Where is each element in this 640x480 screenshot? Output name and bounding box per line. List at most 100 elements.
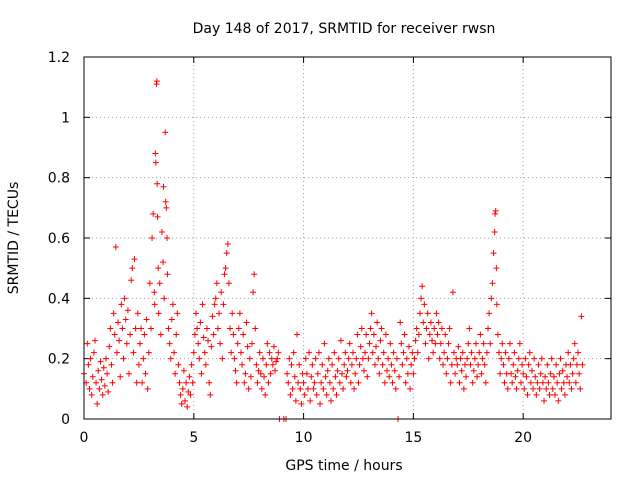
data-point bbox=[217, 340, 224, 347]
data-point bbox=[297, 385, 304, 392]
data-point bbox=[253, 361, 260, 368]
data-point bbox=[351, 385, 358, 392]
data-point bbox=[544, 361, 551, 368]
data-point bbox=[131, 256, 138, 263]
data-point bbox=[409, 349, 416, 356]
data-point bbox=[86, 385, 93, 392]
y-tick-label: 0 bbox=[61, 412, 70, 428]
data-point bbox=[336, 379, 343, 386]
data-point bbox=[257, 370, 264, 377]
data-point bbox=[284, 370, 291, 377]
data-point bbox=[410, 370, 417, 377]
data-point bbox=[465, 340, 472, 347]
data-point bbox=[197, 319, 204, 326]
data-point bbox=[263, 361, 270, 368]
data-point bbox=[349, 349, 356, 356]
data-point bbox=[425, 355, 432, 362]
data-point bbox=[285, 379, 292, 386]
data-point bbox=[216, 310, 223, 317]
data-point bbox=[140, 355, 147, 362]
data-point bbox=[130, 349, 137, 356]
data-point bbox=[437, 340, 444, 347]
data-point bbox=[296, 361, 303, 368]
data-point bbox=[546, 391, 553, 398]
data-point bbox=[162, 198, 169, 205]
data-point bbox=[244, 343, 251, 350]
data-point bbox=[332, 373, 339, 380]
data-point bbox=[323, 391, 330, 398]
data-point bbox=[88, 391, 95, 398]
data-point bbox=[405, 343, 412, 350]
data-point bbox=[431, 325, 438, 332]
data-point bbox=[202, 361, 209, 368]
data-point bbox=[400, 349, 407, 356]
data-point bbox=[491, 228, 498, 235]
data-point bbox=[488, 295, 495, 302]
data-point bbox=[95, 367, 102, 374]
data-point bbox=[447, 379, 454, 386]
data-point bbox=[238, 349, 245, 356]
data-point bbox=[414, 349, 421, 356]
data-point bbox=[156, 280, 163, 287]
data-point bbox=[172, 370, 179, 377]
data-point bbox=[313, 391, 320, 398]
data-point bbox=[164, 235, 171, 241]
data-point bbox=[319, 361, 326, 368]
data-point bbox=[182, 397, 189, 404]
data-point bbox=[527, 379, 534, 386]
data-point bbox=[324, 367, 331, 374]
data-point bbox=[382, 331, 389, 338]
data-point bbox=[566, 379, 573, 386]
data-point bbox=[393, 355, 400, 362]
data-point bbox=[311, 379, 318, 386]
data-point bbox=[322, 373, 329, 380]
data-point bbox=[535, 361, 542, 368]
data-point bbox=[522, 355, 529, 362]
data-point bbox=[548, 355, 555, 362]
data-point bbox=[547, 370, 554, 377]
data-point bbox=[506, 340, 513, 347]
data-point bbox=[275, 349, 282, 356]
data-point bbox=[553, 361, 560, 368]
data-point bbox=[94, 400, 101, 407]
data-point bbox=[234, 340, 241, 347]
data-point bbox=[573, 361, 580, 368]
data-point bbox=[420, 319, 427, 326]
data-point bbox=[532, 373, 539, 380]
data-point bbox=[373, 343, 380, 350]
y-axis-label: SRMTID / TECUs bbox=[6, 182, 22, 295]
data-point bbox=[134, 310, 141, 317]
data-point bbox=[186, 373, 193, 380]
data-point bbox=[301, 391, 308, 398]
data-point bbox=[482, 379, 489, 386]
data-point bbox=[219, 355, 226, 362]
data-point bbox=[374, 319, 381, 326]
data-point bbox=[444, 355, 451, 362]
data-point bbox=[543, 385, 550, 392]
data-point bbox=[572, 379, 579, 386]
data-point bbox=[492, 207, 499, 214]
data-point bbox=[525, 361, 532, 368]
data-point bbox=[175, 361, 182, 368]
data-point bbox=[577, 385, 584, 392]
data-point bbox=[84, 340, 91, 347]
data-point bbox=[243, 319, 250, 326]
data-point bbox=[429, 337, 436, 344]
data-point bbox=[303, 370, 310, 377]
data-point bbox=[368, 310, 375, 317]
data-point bbox=[364, 373, 371, 380]
data-point bbox=[269, 361, 276, 368]
data-point bbox=[536, 385, 543, 392]
data-point bbox=[321, 340, 328, 347]
data-point bbox=[127, 331, 134, 338]
data-point bbox=[155, 265, 162, 272]
data-point bbox=[464, 355, 471, 362]
data-point bbox=[480, 340, 487, 347]
data-point bbox=[477, 331, 484, 338]
data-point bbox=[556, 370, 563, 377]
data-point bbox=[424, 310, 431, 317]
data-point bbox=[256, 349, 263, 356]
data-point bbox=[471, 355, 478, 362]
data-point bbox=[537, 370, 544, 377]
data-point bbox=[240, 331, 247, 338]
